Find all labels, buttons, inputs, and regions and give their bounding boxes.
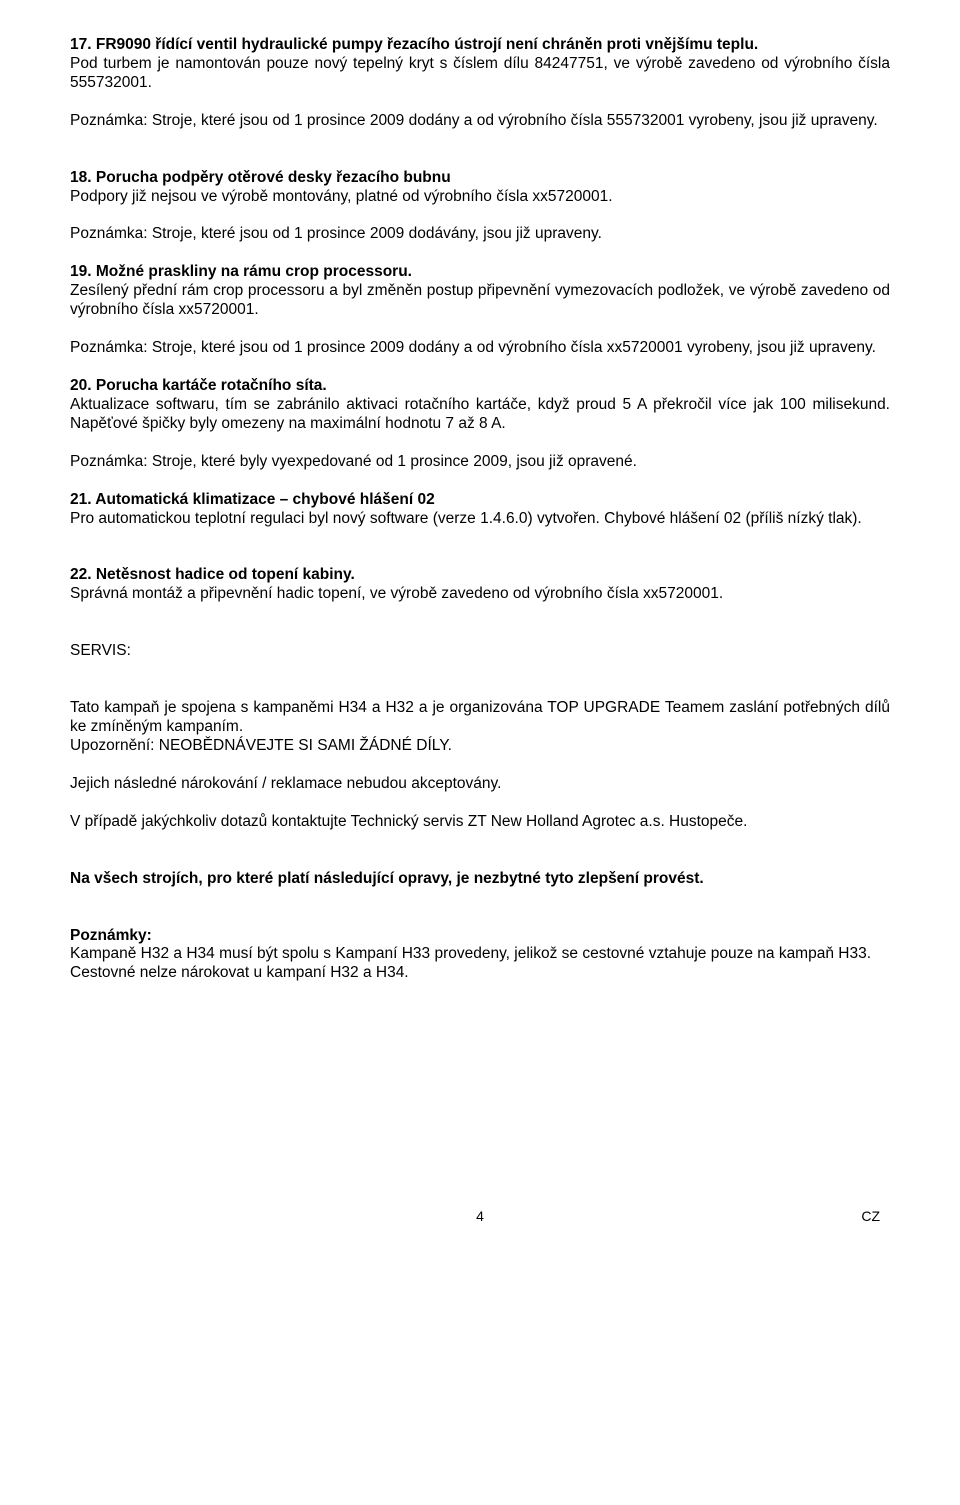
bold-line: Na všech strojích, pro které platí násle… [70, 870, 890, 889]
section-21: 21. Automatická klimatizace – chybové hl… [70, 491, 890, 529]
servis-p4: V případě jakýchkoliv dotazů kontaktujte… [70, 813, 890, 832]
notes-p1: Kampaně H32 a H34 musí být spolu s Kampa… [70, 945, 890, 964]
section-22-title: 22. Netěsnost hadice od topení kabiny. [70, 566, 890, 585]
section-22-body: Správná montáž a připevnění hadic topení… [70, 585, 890, 604]
spacer [70, 150, 890, 169]
section-20-note: Poznámka: Stroje, které byly vyexpedovan… [70, 453, 890, 472]
section-20-body: Aktualizace softwaru, tím se zabránilo a… [70, 396, 890, 434]
section-22: 22. Netěsnost hadice od topení kabiny. S… [70, 566, 890, 604]
section-18: 18. Porucha podpěry otěrové desky řezací… [70, 169, 890, 207]
section-19: 19. Možné praskliny na rámu crop process… [70, 263, 890, 320]
section-17: 17. FR9090 řídící ventil hydraulické pum… [70, 36, 890, 93]
servis-p3: Jejich následné nárokování / reklamace n… [70, 775, 890, 794]
section-18-title: 18. Porucha podpěry otěrové desky řezací… [70, 169, 890, 188]
notes-p2: Cestovné nelze nárokovat u kampaní H32 a… [70, 964, 890, 983]
section-17-body: Pod turbem je namontován pouze nový tepe… [70, 55, 890, 93]
spacer [70, 908, 890, 927]
spacer [70, 851, 890, 870]
footer-lang: CZ [861, 1208, 880, 1225]
servis-label: SERVIS: [70, 642, 890, 661]
footer-page: 4 [70, 1208, 890, 1225]
section-17-note: Poznámka: Stroje, které jsou od 1 prosin… [70, 112, 890, 131]
section-17-title: 17. FR9090 řídící ventil hydraulické pum… [70, 36, 890, 55]
servis-p2: Upozornění: NEOBĚDNÁVEJTE SI SAMI ŽÁDNÉ … [70, 737, 890, 756]
section-18-note: Poznámka: Stroje, které jsou od 1 prosin… [70, 225, 890, 244]
section-21-body: Pro automatickou teplotní regulaci byl n… [70, 510, 890, 529]
section-19-note: Poznámka: Stroje, které jsou od 1 prosin… [70, 339, 890, 358]
servis-p1: Tato kampaň je spojena s kampaněmi H34 a… [70, 699, 890, 737]
page-footer: CZ 4 [70, 1208, 890, 1225]
spacer [70, 680, 890, 699]
section-21-title: 21. Automatická klimatizace – chybové hl… [70, 491, 890, 510]
section-18-body: Podpory již nejsou ve výrobě montovány, … [70, 188, 890, 207]
spacer [70, 623, 890, 642]
notes-label: Poznámky: [70, 927, 890, 946]
spacer [70, 547, 890, 566]
section-19-title: 19. Možné praskliny na rámu crop process… [70, 263, 890, 282]
section-19-body: Zesílený přední rám crop processoru a by… [70, 282, 890, 320]
document-body: 17. FR9090 řídící ventil hydraulické pum… [70, 36, 890, 983]
section-20-title: 20. Porucha kartáče rotačního síta. [70, 377, 890, 396]
section-20: 20. Porucha kartáče rotačního síta. Aktu… [70, 377, 890, 434]
